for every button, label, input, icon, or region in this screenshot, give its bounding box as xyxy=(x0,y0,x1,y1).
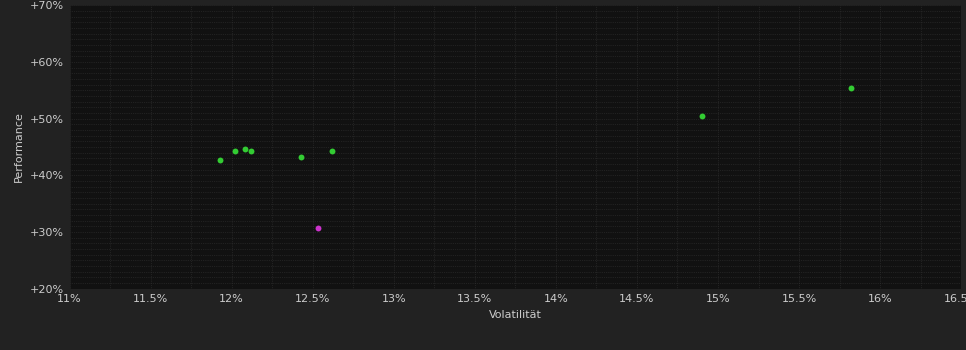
Point xyxy=(694,114,709,119)
Point xyxy=(843,85,859,91)
Point xyxy=(237,146,252,152)
Point xyxy=(325,148,340,154)
X-axis label: Volatilität: Volatilität xyxy=(489,310,542,320)
Point xyxy=(227,148,242,154)
Y-axis label: Performance: Performance xyxy=(14,112,24,182)
Point xyxy=(243,148,259,154)
Point xyxy=(213,157,228,163)
Point xyxy=(310,225,326,230)
Point xyxy=(294,154,309,160)
